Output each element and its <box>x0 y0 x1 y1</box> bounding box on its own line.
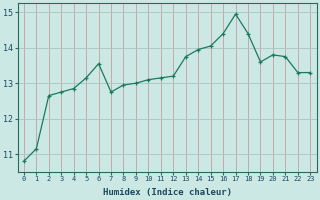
X-axis label: Humidex (Indice chaleur): Humidex (Indice chaleur) <box>103 188 232 197</box>
